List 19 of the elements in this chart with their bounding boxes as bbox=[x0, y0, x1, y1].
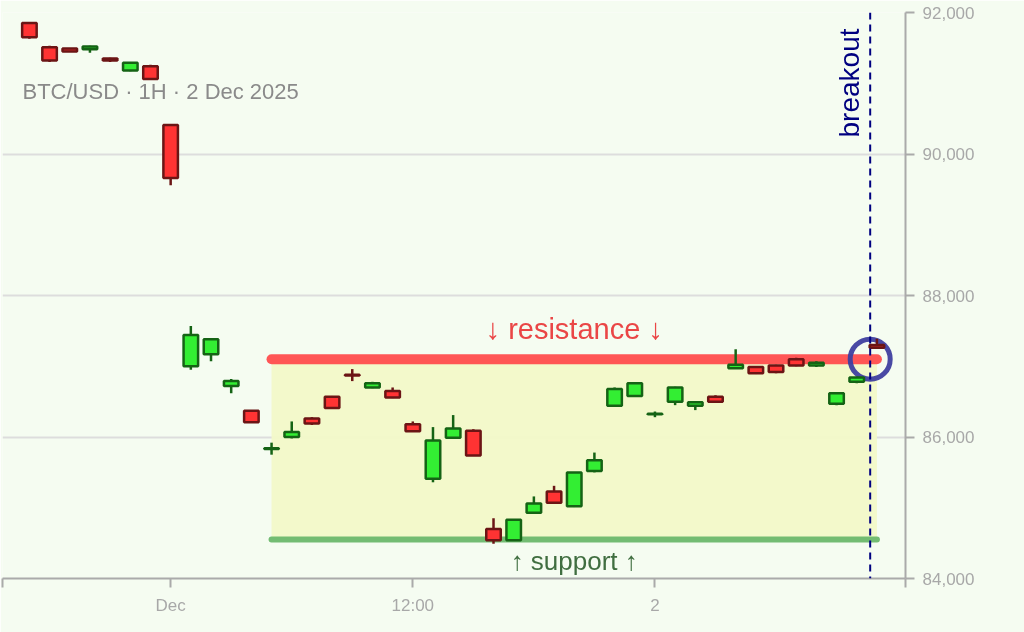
y-tick-label: 86,000 bbox=[922, 428, 975, 447]
y-tick-label: 88,000 bbox=[922, 286, 975, 306]
x-tick-label: 12:00 bbox=[391, 595, 435, 615]
candlestick bbox=[263, 441, 281, 456]
series-label: ↓ resistance ↓ bbox=[485, 313, 663, 346]
candlestick bbox=[666, 385, 684, 407]
x-tick-label: Dec bbox=[155, 595, 187, 615]
candlestick bbox=[606, 386, 624, 408]
y-tick-label: 90,000 bbox=[922, 145, 975, 164]
y-tick-label: 92,000 bbox=[922, 3, 975, 23]
y-tick-label: 84,000 bbox=[922, 569, 975, 589]
ref-line-label: breakout bbox=[834, 28, 866, 138]
x-tick-label: 2 bbox=[650, 595, 660, 615]
candlestick bbox=[505, 518, 523, 542]
text: BTC/USD · 1H · 2 Dec 2025 bbox=[22, 78, 299, 104]
candlestick bbox=[485, 517, 503, 546]
candlestick bbox=[727, 348, 745, 370]
candlestick bbox=[444, 413, 462, 440]
series-label: ↑ support ↑ bbox=[510, 545, 638, 576]
